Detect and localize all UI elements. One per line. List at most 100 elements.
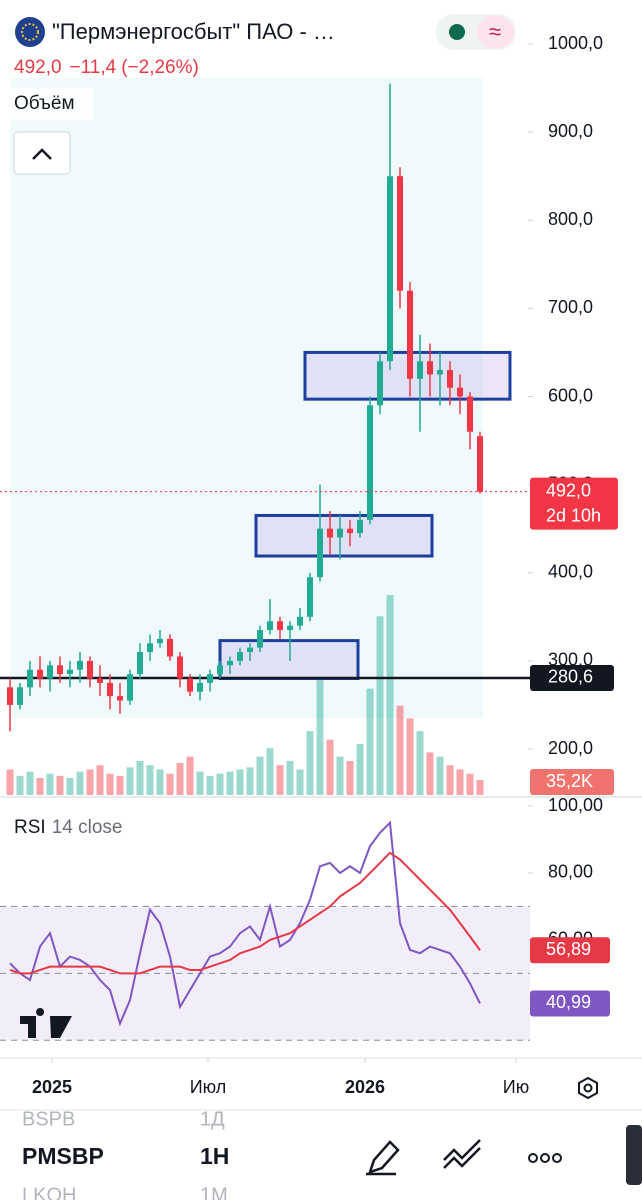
candle-body: [377, 361, 383, 406]
candle-body: [347, 528, 353, 534]
y-tick-label: 300,0: [548, 650, 593, 670]
volume-bar: [216, 773, 224, 795]
y-tick-label: 80,00: [548, 862, 593, 882]
volume-bar: [236, 769, 244, 795]
settings-icon[interactable]: [578, 1076, 598, 1100]
rsi-value-label: 40,99: [546, 992, 591, 1012]
volume-bar: [356, 743, 364, 795]
change: −11,4: [70, 57, 117, 78]
candle-body: [297, 616, 303, 626]
candle-body: [207, 674, 213, 683]
candle-body: [107, 682, 113, 697]
candle-body: [457, 387, 463, 397]
price-line-box: [530, 664, 614, 691]
volume-bar: [96, 765, 104, 795]
candle-body: [77, 660, 83, 670]
next-symbol: LKOH: [22, 1184, 76, 1200]
volume-bar: [346, 760, 354, 795]
candle-body: [67, 669, 73, 675]
symbol[interactable]: PMSBP: [22, 1143, 104, 1169]
settings-icon-center: [583, 1083, 593, 1093]
draw-icon[interactable]: [366, 1140, 400, 1176]
volume-bar: [436, 756, 444, 795]
volume-bar: [126, 767, 134, 795]
volume-bar: [226, 771, 234, 795]
candle-body: [247, 647, 253, 653]
candle-body: [417, 361, 423, 379]
candle-body: [337, 528, 343, 538]
title: "Пермэнергосбыт" ПАО - …: [52, 19, 335, 44]
y-tick-label: 700,0: [548, 297, 593, 317]
tv-logo: [20, 1008, 72, 1038]
candle-body: [307, 577, 313, 617]
more-icon[interactable]: [528, 1153, 562, 1163]
candle-body: [147, 643, 153, 653]
candle-body: [367, 405, 373, 520]
rsi-value-label: 56,89: [546, 939, 591, 959]
y-tick-label: 1000,0: [548, 33, 603, 53]
last-price-box: [530, 477, 618, 530]
volume-bar: [46, 773, 54, 795]
candle-body: [137, 652, 143, 675]
rsi-line: [9, 820, 481, 1027]
zone: [254, 513, 434, 558]
volume-bar: [456, 769, 464, 795]
countdown-label: 2d 10h: [546, 505, 601, 525]
indicators-icon[interactable]: [443, 1139, 481, 1169]
volume-bar: [326, 739, 334, 795]
candle-body: [467, 396, 473, 432]
volume-bar: [246, 767, 254, 795]
y-tick-label: 900,0: [548, 121, 593, 141]
volume-bar: [386, 595, 394, 795]
rsi-value-box: [530, 990, 610, 1017]
candle-body: [187, 678, 193, 692]
candle-body: [197, 682, 203, 692]
candle-body: [287, 625, 293, 631]
y-tick-label: 200,0: [548, 738, 593, 758]
collapse-icon: [32, 148, 52, 160]
volume-bar: [426, 752, 434, 795]
candle-body: [407, 290, 413, 379]
candle-body: [97, 678, 103, 683]
candle-body: [87, 660, 93, 679]
volume-bar: [196, 771, 204, 795]
volume-bar: [136, 760, 144, 795]
volume-last-label: 35,2K: [546, 771, 593, 791]
volume-bar: [166, 773, 174, 795]
wave-bg: [477, 16, 514, 48]
side-handle[interactable]: [626, 1125, 642, 1185]
candle-body: [397, 176, 403, 291]
candle-body: [57, 665, 63, 675]
volume-bar: [286, 760, 294, 795]
candle-body: [7, 687, 13, 705]
price-line-label: 280,6: [548, 667, 593, 687]
volume-bar: [406, 718, 414, 795]
volume-bar: [366, 688, 374, 795]
volume-bar: [76, 771, 84, 795]
volume-bar: [476, 780, 484, 795]
candle-body: [237, 652, 243, 661]
volume-bar: [106, 773, 114, 795]
candle-body: [267, 621, 273, 631]
volume-bar: [186, 756, 194, 795]
candle-body: [27, 669, 33, 688]
volume-bar: [206, 775, 214, 795]
logo-ring: [21, 23, 39, 41]
volume-label: Объём: [14, 93, 75, 114]
collapse-button[interactable]: [13, 131, 71, 175]
y-tick-label: 800,0: [548, 209, 593, 229]
y-tick-label: 600,0: [548, 385, 593, 405]
volume-bar: [146, 765, 154, 795]
volume-last-box: [530, 769, 614, 795]
volume-bar: [376, 616, 384, 795]
candle-body: [127, 674, 133, 701]
volume-bar: [86, 769, 94, 795]
volume-bar: [256, 756, 264, 795]
candle-body: [327, 528, 333, 538]
rsi-title: RSI 14 close: [14, 817, 122, 838]
volume-bar: [396, 705, 404, 795]
rsi-line: [9, 851, 481, 975]
volume-bar: [446, 765, 454, 795]
interval[interactable]: 1H: [200, 1143, 229, 1169]
